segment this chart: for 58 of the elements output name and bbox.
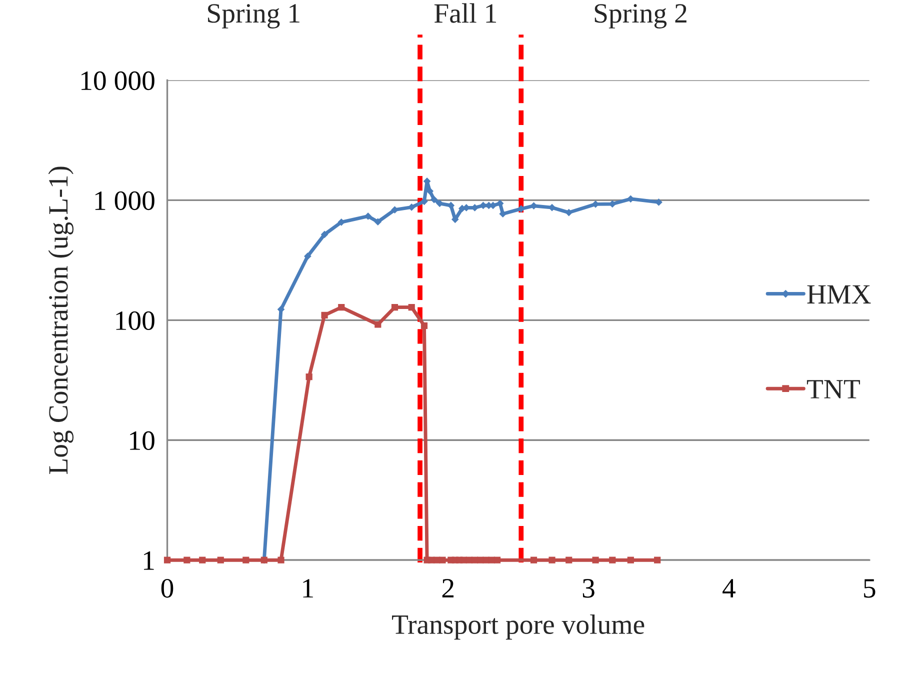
- point: [321, 312, 328, 318]
- x-tick-label: 1: [303, 579, 313, 598]
- point: [338, 218, 345, 226]
- point: [436, 200, 444, 207]
- point: [278, 556, 284, 564]
- point: [199, 556, 206, 564]
- point: [408, 304, 415, 311]
- point: [548, 204, 556, 212]
- text: Spring 2: [594, 4, 686, 28]
- point: [321, 230, 328, 238]
- legend-label: HMX: [807, 285, 871, 304]
- y-tick-label: 10 000: [82, 71, 154, 90]
- y-tick-label: 1 000: [95, 191, 154, 210]
- y-tick-label: 10: [130, 431, 154, 450]
- point: [391, 304, 398, 311]
- x-tick-label: 2: [442, 579, 454, 598]
- point: [304, 252, 312, 260]
- y-tick-label: 100: [116, 311, 154, 330]
- y-axis-title: Log Concentration (ug.L-1): [48, 166, 74, 474]
- x-axis-title: Transport pore volume: [392, 614, 644, 640]
- point: [518, 205, 525, 212]
- x-tick-label: 3: [582, 579, 594, 598]
- point: [164, 556, 171, 564]
- point: [482, 556, 490, 564]
- point: [391, 206, 398, 214]
- point: [447, 202, 454, 209]
- point: [184, 556, 190, 564]
- point: [565, 209, 572, 216]
- point: [655, 198, 662, 206]
- point: [430, 196, 438, 203]
- point: [627, 556, 634, 564]
- x-tick-label: 4: [722, 579, 736, 598]
- point: [426, 188, 434, 195]
- point: [530, 556, 538, 564]
- point: [609, 556, 616, 564]
- point: [592, 556, 599, 564]
- point: [306, 374, 312, 380]
- point: [408, 204, 416, 211]
- point: [654, 556, 661, 564]
- point: [217, 556, 224, 564]
- point: [242, 556, 250, 564]
- point: [364, 212, 372, 220]
- point: [374, 321, 382, 328]
- x-tick-label: 0: [161, 578, 174, 598]
- x-tick-label: 5: [864, 579, 876, 598]
- point: [420, 322, 428, 329]
- y-tick-label: 1: [144, 551, 154, 570]
- point: [496, 200, 504, 207]
- text: Fall 1: [434, 3, 496, 23]
- point: [374, 218, 382, 226]
- point: [499, 210, 506, 218]
- point: [439, 556, 446, 564]
- point: [548, 556, 556, 564]
- point: [338, 304, 345, 311]
- text: Spring 1: [208, 4, 300, 28]
- point: [494, 556, 501, 564]
- point: [566, 556, 572, 564]
- legend-label: TNT: [806, 380, 860, 398]
